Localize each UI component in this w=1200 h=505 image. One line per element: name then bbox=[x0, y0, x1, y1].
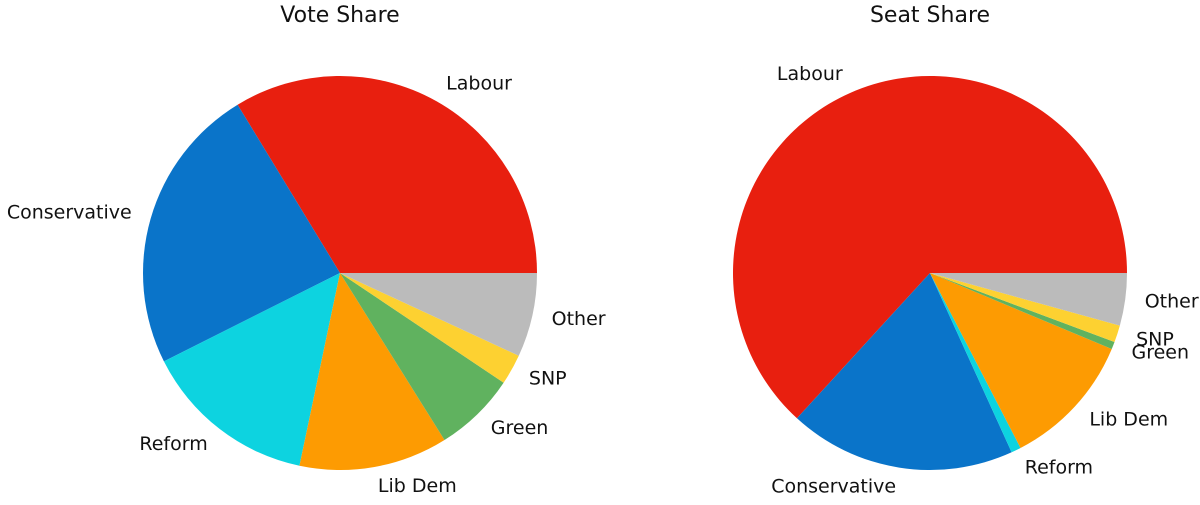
pie-slice bbox=[930, 273, 1120, 343]
pie-slice bbox=[163, 273, 340, 466]
slice-label: Conservative bbox=[7, 202, 132, 224]
slice-label: Green bbox=[1131, 341, 1189, 363]
slice-label: SNP bbox=[529, 368, 567, 390]
chart-title: Vote Share bbox=[280, 3, 399, 28]
slice-label: Other bbox=[552, 308, 606, 330]
pie-slice bbox=[340, 273, 519, 383]
pie-slice bbox=[340, 273, 537, 356]
pie-slice bbox=[237, 75, 537, 273]
pie-slice bbox=[340, 273, 504, 440]
pie-slice bbox=[143, 104, 340, 362]
pie-slice bbox=[732, 75, 1127, 419]
slice-label: Reform bbox=[1025, 456, 1093, 478]
slice-label: Labour bbox=[777, 63, 843, 85]
slice-label: Reform bbox=[139, 433, 207, 455]
slice-label: Conservative bbox=[771, 476, 896, 498]
pie-slice bbox=[930, 273, 1115, 349]
pie-slice bbox=[930, 273, 1127, 326]
pie-slice bbox=[796, 273, 1012, 470]
chart-title: Seat Share bbox=[870, 3, 990, 28]
slice-label: Green bbox=[491, 417, 549, 439]
slice-label: Labour bbox=[446, 73, 512, 95]
slice-label: Lib Dem bbox=[378, 475, 457, 497]
slice-label: SNP bbox=[1136, 328, 1174, 350]
pie-slice bbox=[930, 273, 1112, 448]
pie-slice bbox=[930, 273, 1021, 453]
slice-label: Other bbox=[1145, 291, 1199, 313]
pie-slice bbox=[299, 273, 445, 470]
slice-label: Lib Dem bbox=[1089, 408, 1168, 430]
